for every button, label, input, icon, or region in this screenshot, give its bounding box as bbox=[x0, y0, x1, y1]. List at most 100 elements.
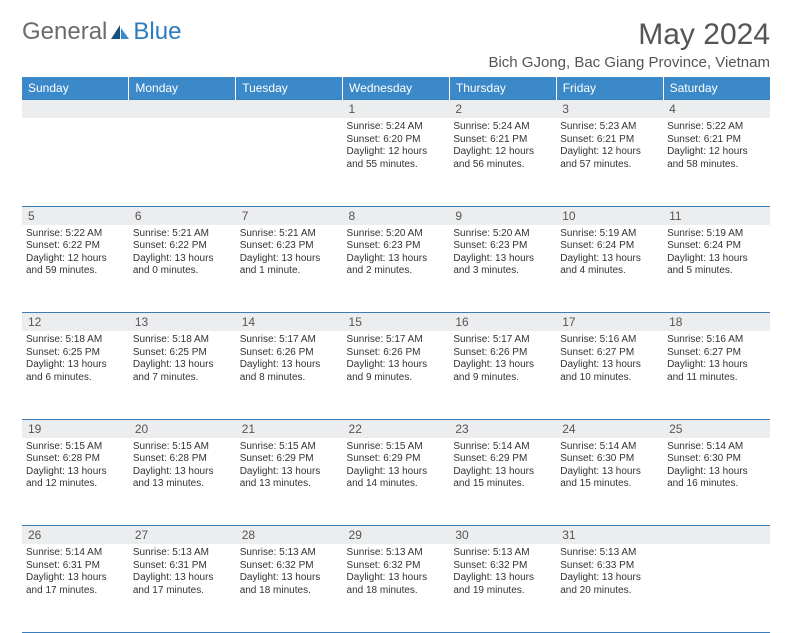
day-number bbox=[22, 100, 129, 119]
sunrise-text: Sunrise: 5:13 AM bbox=[347, 547, 446, 560]
day-cell: Sunrise: 5:14 AMSunset: 6:30 PMDaylight:… bbox=[556, 438, 663, 526]
day-cell: Sunrise: 5:22 AMSunset: 6:22 PMDaylight:… bbox=[22, 225, 129, 313]
day-number bbox=[663, 526, 770, 545]
sunrise-text: Sunrise: 5:14 AM bbox=[667, 441, 766, 454]
daylight-text: Daylight: 13 hours and 15 minutes. bbox=[453, 466, 552, 491]
day-number: 3 bbox=[556, 100, 663, 119]
day-number: 28 bbox=[236, 526, 343, 545]
day-cell bbox=[129, 118, 236, 206]
title-block: May 2024 Bich GJong, Bac Giang Province,… bbox=[488, 18, 770, 71]
day-number: 7 bbox=[236, 206, 343, 225]
day-cell: Sunrise: 5:15 AMSunset: 6:28 PMDaylight:… bbox=[129, 438, 236, 526]
daylight-text: Daylight: 13 hours and 3 minutes. bbox=[453, 253, 552, 278]
weekday-header-row: Sunday Monday Tuesday Wednesday Thursday… bbox=[22, 77, 770, 100]
sunrise-text: Sunrise: 5:15 AM bbox=[133, 441, 232, 454]
day-number: 13 bbox=[129, 313, 236, 332]
daylight-text: Daylight: 12 hours and 55 minutes. bbox=[347, 146, 446, 171]
daylight-text: Daylight: 13 hours and 7 minutes. bbox=[133, 359, 232, 384]
day-number-row: 262728293031 bbox=[22, 526, 770, 545]
day-number: 12 bbox=[22, 313, 129, 332]
day-cell-content: Sunrise: 5:15 AMSunset: 6:29 PMDaylight:… bbox=[240, 441, 339, 491]
day-cell-content: Sunrise: 5:14 AMSunset: 6:31 PMDaylight:… bbox=[26, 547, 125, 597]
day-number: 6 bbox=[129, 206, 236, 225]
sunrise-text: Sunrise: 5:18 AM bbox=[26, 334, 125, 347]
sunset-text: Sunset: 6:30 PM bbox=[560, 453, 659, 466]
day-number: 31 bbox=[556, 526, 663, 545]
day-cell-content: Sunrise: 5:20 AMSunset: 6:23 PMDaylight:… bbox=[347, 228, 446, 278]
day-cell-content: Sunrise: 5:14 AMSunset: 6:29 PMDaylight:… bbox=[453, 441, 552, 491]
day-number: 8 bbox=[343, 206, 450, 225]
day-cell bbox=[22, 118, 129, 206]
sunset-text: Sunset: 6:33 PM bbox=[560, 560, 659, 573]
sunset-text: Sunset: 6:23 PM bbox=[347, 240, 446, 253]
day-cell: Sunrise: 5:18 AMSunset: 6:25 PMDaylight:… bbox=[129, 331, 236, 419]
day-cell-content: Sunrise: 5:13 AMSunset: 6:33 PMDaylight:… bbox=[560, 547, 659, 597]
sunrise-text: Sunrise: 5:20 AM bbox=[347, 228, 446, 241]
daylight-text: Daylight: 13 hours and 17 minutes. bbox=[26, 572, 125, 597]
daylight-text: Daylight: 13 hours and 13 minutes. bbox=[133, 466, 232, 491]
logo-text-blue: Blue bbox=[133, 18, 181, 46]
sunset-text: Sunset: 6:24 PM bbox=[560, 240, 659, 253]
calendar-table: Sunday Monday Tuesday Wednesday Thursday… bbox=[22, 77, 770, 633]
day-cell: Sunrise: 5:13 AMSunset: 6:32 PMDaylight:… bbox=[236, 544, 343, 632]
logo-text-general: General bbox=[22, 18, 107, 46]
day-number-row: 12131415161718 bbox=[22, 313, 770, 332]
day-number: 23 bbox=[449, 419, 556, 438]
day-cell-content: Sunrise: 5:15 AMSunset: 6:28 PMDaylight:… bbox=[133, 441, 232, 491]
day-cell-content: Sunrise: 5:24 AMSunset: 6:20 PMDaylight:… bbox=[347, 121, 446, 171]
sunset-text: Sunset: 6:32 PM bbox=[453, 560, 552, 573]
day-cell-content: Sunrise: 5:13 AMSunset: 6:32 PMDaylight:… bbox=[240, 547, 339, 597]
daylight-text: Daylight: 13 hours and 9 minutes. bbox=[347, 359, 446, 384]
daylight-text: Daylight: 13 hours and 1 minute. bbox=[240, 253, 339, 278]
sunrise-text: Sunrise: 5:17 AM bbox=[453, 334, 552, 347]
sunrise-text: Sunrise: 5:15 AM bbox=[347, 441, 446, 454]
day-cell: Sunrise: 5:16 AMSunset: 6:27 PMDaylight:… bbox=[663, 331, 770, 419]
sunset-text: Sunset: 6:32 PM bbox=[347, 560, 446, 573]
day-cell bbox=[236, 118, 343, 206]
day-cell: Sunrise: 5:15 AMSunset: 6:28 PMDaylight:… bbox=[22, 438, 129, 526]
day-cell: Sunrise: 5:13 AMSunset: 6:32 PMDaylight:… bbox=[343, 544, 450, 632]
day-cell-content: Sunrise: 5:22 AMSunset: 6:22 PMDaylight:… bbox=[26, 228, 125, 278]
day-number-row: 19202122232425 bbox=[22, 419, 770, 438]
day-cell-content: Sunrise: 5:16 AMSunset: 6:27 PMDaylight:… bbox=[667, 334, 766, 384]
day-cell: Sunrise: 5:21 AMSunset: 6:23 PMDaylight:… bbox=[236, 225, 343, 313]
header: General Blue May 2024 Bich GJong, Bac Gi… bbox=[22, 18, 770, 71]
sunset-text: Sunset: 6:27 PM bbox=[667, 347, 766, 360]
weekday-header: Wednesday bbox=[343, 77, 450, 100]
daylight-text: Daylight: 13 hours and 5 minutes. bbox=[667, 253, 766, 278]
day-cell: Sunrise: 5:20 AMSunset: 6:23 PMDaylight:… bbox=[449, 225, 556, 313]
day-cell-content: Sunrise: 5:18 AMSunset: 6:25 PMDaylight:… bbox=[133, 334, 232, 384]
daylight-text: Daylight: 13 hours and 17 minutes. bbox=[133, 572, 232, 597]
sunset-text: Sunset: 6:25 PM bbox=[133, 347, 232, 360]
day-cell-content: Sunrise: 5:24 AMSunset: 6:21 PMDaylight:… bbox=[453, 121, 552, 171]
day-content-row: Sunrise: 5:18 AMSunset: 6:25 PMDaylight:… bbox=[22, 331, 770, 419]
day-number: 30 bbox=[449, 526, 556, 545]
daylight-text: Daylight: 13 hours and 20 minutes. bbox=[560, 572, 659, 597]
sunrise-text: Sunrise: 5:19 AM bbox=[560, 228, 659, 241]
daylight-text: Daylight: 13 hours and 0 minutes. bbox=[133, 253, 232, 278]
sunrise-text: Sunrise: 5:14 AM bbox=[453, 441, 552, 454]
day-content-row: Sunrise: 5:14 AMSunset: 6:31 PMDaylight:… bbox=[22, 544, 770, 632]
day-number: 20 bbox=[129, 419, 236, 438]
sunset-text: Sunset: 6:23 PM bbox=[453, 240, 552, 253]
sunrise-text: Sunrise: 5:16 AM bbox=[667, 334, 766, 347]
day-cell: Sunrise: 5:18 AMSunset: 6:25 PMDaylight:… bbox=[22, 331, 129, 419]
day-content-row: Sunrise: 5:22 AMSunset: 6:22 PMDaylight:… bbox=[22, 225, 770, 313]
day-number: 27 bbox=[129, 526, 236, 545]
sunrise-text: Sunrise: 5:13 AM bbox=[240, 547, 339, 560]
day-number bbox=[129, 100, 236, 119]
weekday-header: Monday bbox=[129, 77, 236, 100]
sunset-text: Sunset: 6:26 PM bbox=[240, 347, 339, 360]
daylight-text: Daylight: 13 hours and 14 minutes. bbox=[347, 466, 446, 491]
daylight-text: Daylight: 13 hours and 10 minutes. bbox=[560, 359, 659, 384]
day-cell: Sunrise: 5:19 AMSunset: 6:24 PMDaylight:… bbox=[663, 225, 770, 313]
day-cell: Sunrise: 5:15 AMSunset: 6:29 PMDaylight:… bbox=[343, 438, 450, 526]
day-content-row: Sunrise: 5:15 AMSunset: 6:28 PMDaylight:… bbox=[22, 438, 770, 526]
daylight-text: Daylight: 13 hours and 11 minutes. bbox=[667, 359, 766, 384]
daylight-text: Daylight: 13 hours and 19 minutes. bbox=[453, 572, 552, 597]
sunset-text: Sunset: 6:32 PM bbox=[240, 560, 339, 573]
day-number: 21 bbox=[236, 419, 343, 438]
day-cell-content: Sunrise: 5:14 AMSunset: 6:30 PMDaylight:… bbox=[560, 441, 659, 491]
day-number: 2 bbox=[449, 100, 556, 119]
sunset-text: Sunset: 6:29 PM bbox=[453, 453, 552, 466]
